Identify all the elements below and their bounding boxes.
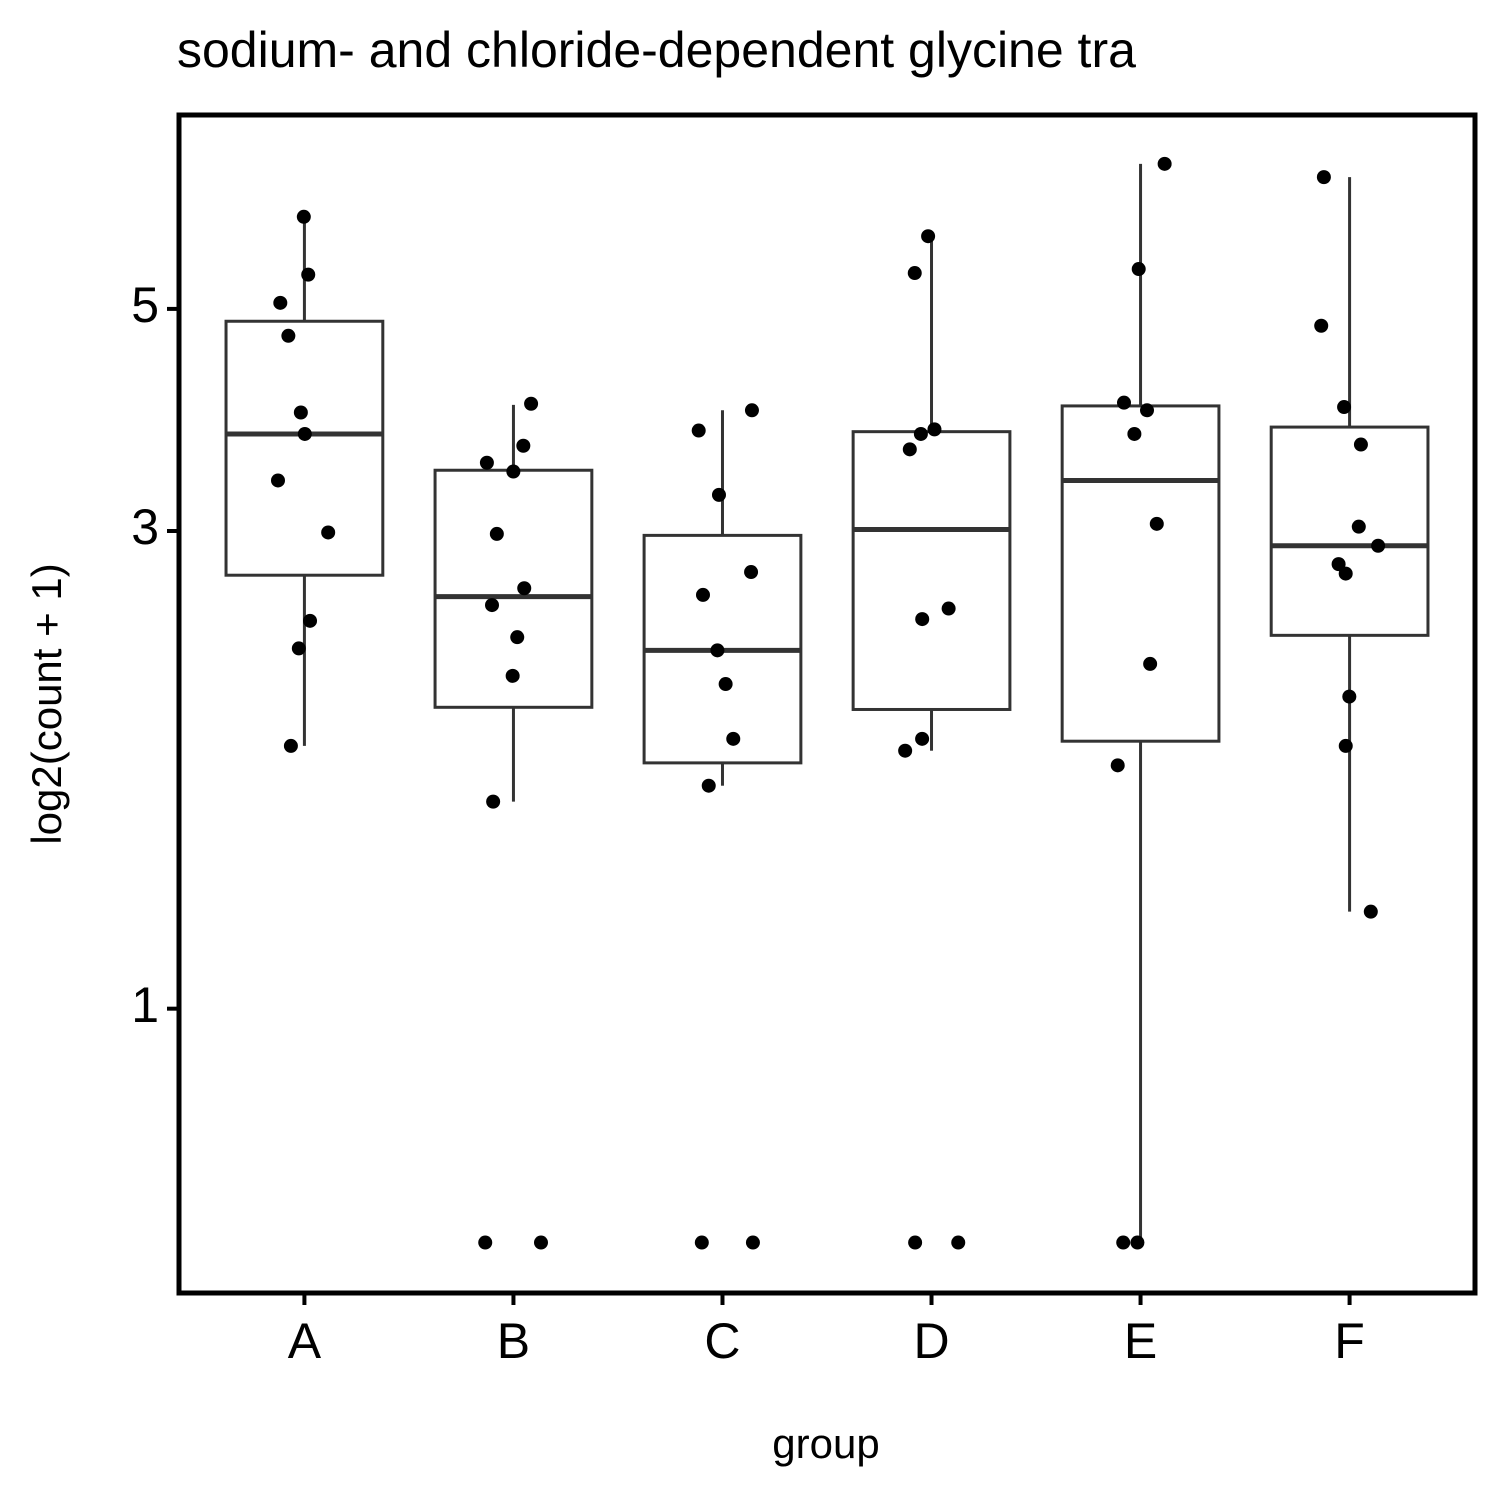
data-point — [281, 328, 296, 343]
data-point — [293, 405, 308, 420]
x-tick-label: B — [497, 1313, 530, 1369]
data-point — [296, 209, 311, 224]
data-point — [505, 668, 520, 683]
y-tick-label: 1 — [131, 977, 159, 1033]
data-point — [898, 743, 913, 758]
data-point — [718, 677, 733, 692]
data-point — [745, 1235, 760, 1250]
data-point — [1314, 318, 1329, 333]
data-point — [321, 525, 336, 540]
data-point — [486, 794, 501, 809]
data-point — [915, 612, 930, 627]
data-point — [1143, 656, 1158, 671]
data-point — [1316, 170, 1331, 185]
data-point — [1371, 538, 1386, 553]
data-point — [533, 1235, 548, 1250]
data-point — [694, 1235, 709, 1250]
data-point — [915, 731, 930, 746]
data-point — [506, 464, 521, 479]
data-point — [1140, 403, 1155, 418]
data-point — [303, 613, 318, 628]
data-point — [1363, 904, 1378, 919]
data-point — [701, 778, 716, 793]
x-tick-label: C — [704, 1313, 740, 1369]
box — [1269, 425, 1430, 637]
data-point — [301, 267, 316, 282]
data-point — [710, 643, 725, 658]
data-point — [908, 1235, 923, 1250]
data-point — [1116, 1235, 1131, 1250]
data-point — [711, 487, 726, 502]
data-point — [913, 426, 928, 441]
box — [224, 319, 385, 577]
data-point — [1149, 516, 1164, 531]
data-point — [691, 423, 706, 438]
box — [433, 468, 594, 709]
data-point — [485, 598, 500, 613]
data-point — [1338, 738, 1353, 753]
x-tick-label: E — [1124, 1313, 1157, 1369]
data-point — [726, 731, 741, 746]
x-tick-label: F — [1334, 1313, 1365, 1369]
x-axis-title: group — [772, 1420, 879, 1467]
data-point — [1116, 395, 1131, 410]
data-point — [273, 295, 288, 310]
data-point — [1338, 566, 1353, 581]
data-point — [951, 1235, 966, 1250]
data-point — [927, 422, 942, 437]
y-axis-title: log2(count + 1) — [23, 563, 70, 844]
data-point — [1342, 689, 1357, 704]
data-point — [907, 266, 922, 281]
data-point — [524, 396, 539, 411]
box — [1060, 404, 1221, 743]
data-point — [1351, 519, 1366, 534]
data-point — [291, 641, 306, 656]
data-point — [489, 526, 504, 541]
x-tick-label: A — [288, 1313, 322, 1369]
data-point — [283, 738, 298, 753]
data-point — [270, 473, 285, 488]
data-point — [1127, 426, 1142, 441]
data-point — [902, 442, 917, 457]
data-point — [744, 565, 759, 580]
data-point — [1130, 1235, 1145, 1250]
chart-title: sodium- and chloride-dependent glycine t… — [177, 22, 1136, 78]
data-point — [517, 581, 532, 596]
data-point — [1157, 156, 1172, 171]
data-point — [478, 1235, 493, 1250]
data-point — [941, 601, 956, 616]
data-point — [516, 438, 531, 453]
data-point — [744, 403, 759, 418]
data-point — [479, 455, 494, 470]
data-point — [1353, 437, 1368, 452]
box — [851, 430, 1012, 711]
data-point — [297, 426, 312, 441]
data-point — [1131, 262, 1146, 277]
data-point — [1337, 400, 1352, 415]
data-point — [510, 630, 525, 645]
y-tick-label: 3 — [131, 499, 159, 555]
data-point — [1110, 758, 1125, 773]
data-point — [695, 587, 710, 602]
x-tick-label: D — [913, 1313, 949, 1369]
plot-border — [176, 112, 1478, 1296]
data-point — [921, 229, 936, 244]
y-tick-label: 5 — [131, 277, 159, 333]
